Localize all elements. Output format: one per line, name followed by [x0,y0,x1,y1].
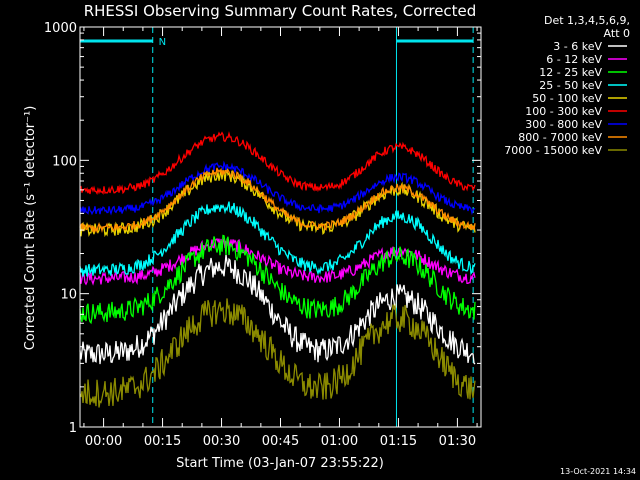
axis-ticks: 1 10 100 1000 00:00 00:15 00:30 00:45 01:00 01:15… [44,21,481,449]
y-tick-label: 1 [69,421,77,436]
x-tick-label: 01:00 [321,434,358,449]
x-tick-label: 00:00 [85,434,122,449]
legend-label: 3 - 6 keV [553,40,602,53]
series-line [79,131,476,196]
footer-timestamp: 13-Oct-2021 14:34 [560,467,636,476]
saa-label: N [159,37,166,48]
x-axis-label: Start Time (03-Jan-07 23:55:22) [176,456,384,471]
x-tick-label: 01:30 [439,434,476,449]
series-line [79,160,476,216]
x-tick-label: 01:15 [380,434,417,449]
series-line [79,237,476,286]
x-tick-label: 00:30 [203,434,240,449]
legend-header: Det 1,3,4,5,6,9, [544,14,630,27]
y-tick-label: 10 [60,288,77,303]
legend-label: 300 - 800 keV [525,118,602,131]
legend-label: 800 - 7000 keV [518,131,602,144]
x-tick-label: 00:45 [262,434,299,449]
y-axis-label: Corrected Count Rate (s⁻¹ detector⁻¹) [23,106,38,351]
legend-header: Att 0 [604,27,630,40]
series-line [79,234,476,325]
legend-label: 7000 - 15000 keV [504,144,602,157]
legend-label: 6 - 12 keV [546,53,602,66]
legend-label: 100 - 300 keV [525,105,602,118]
legend-label: 50 - 100 keV [532,92,602,105]
legend-label: 25 - 50 keV [539,79,602,92]
x-tick-label: 00:15 [144,434,181,449]
legend-label: 12 - 25 keV [539,66,602,79]
series-line [79,298,476,408]
series-group [79,131,476,408]
series-line [79,201,476,277]
y-tick-label: 1000 [44,21,77,36]
chart-title: RHESSI Observing Summary Count Rates, Co… [84,2,477,20]
series-line [79,254,476,365]
series-line [79,167,476,234]
y-tick-label: 100 [52,154,77,169]
